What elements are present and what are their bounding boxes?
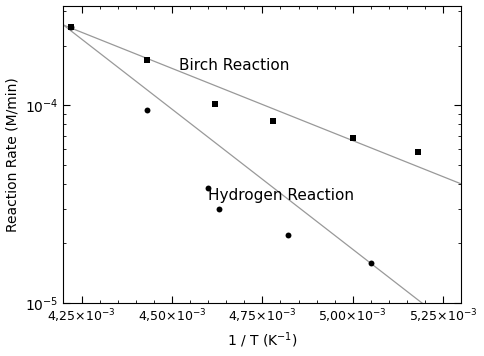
Point — [143, 57, 151, 63]
Point — [269, 119, 277, 124]
Point — [215, 206, 223, 211]
Point — [204, 185, 212, 191]
Point — [212, 101, 219, 106]
Point — [414, 149, 422, 155]
Point — [67, 24, 75, 30]
X-axis label: 1 / T (K$^{-1}$): 1 / T (K$^{-1}$) — [227, 331, 298, 350]
Text: Birch Reaction: Birch Reaction — [179, 58, 289, 73]
Point — [67, 24, 75, 30]
Y-axis label: Reaction Rate (M/min): Reaction Rate (M/min) — [5, 77, 19, 231]
Point — [367, 260, 375, 265]
Point — [349, 136, 357, 141]
Point — [284, 232, 291, 238]
Text: Hydrogen Reaction: Hydrogen Reaction — [208, 188, 354, 203]
Point — [143, 107, 151, 112]
